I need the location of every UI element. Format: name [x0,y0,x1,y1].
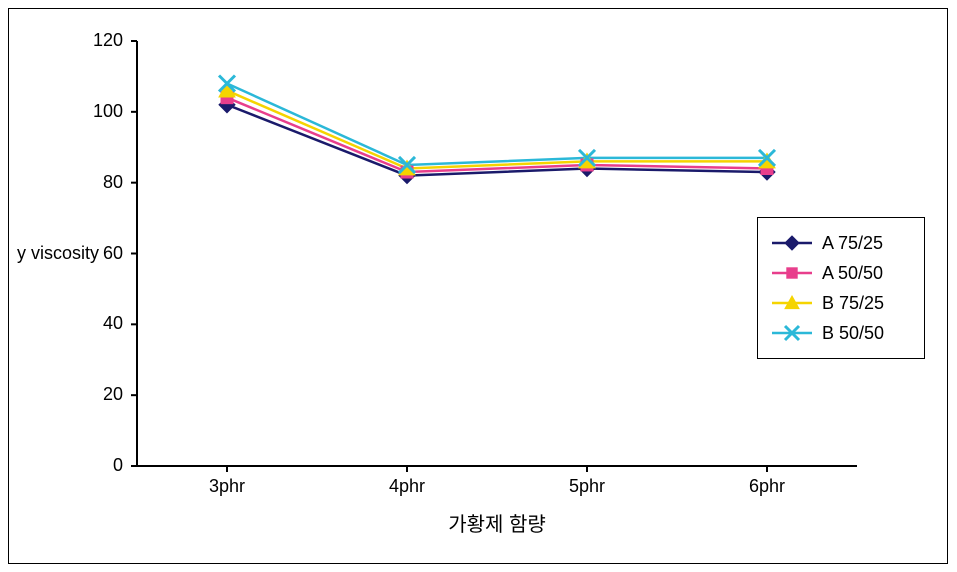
legend-item: B 50/50 [772,318,910,348]
y-axis-label: y viscosity [17,243,99,264]
legend-label: A 50/50 [822,263,883,284]
legend-swatch [772,324,812,342]
x-tick-label: 4phr [377,476,437,497]
legend-item: B 75/25 [772,288,910,318]
legend-label: B 75/25 [822,293,884,314]
chart-frame: y viscosity 가황제 함량 0 20 40 60 80 100 120 3phr 4… [8,8,948,564]
legend-item: A 75/25 [772,228,910,258]
legend-label: A 75/25 [822,233,883,254]
x-axis-label: 가황제 함량 [417,508,577,537]
y-tick-label: 0 [113,455,123,476]
y-tick-label: 120 [93,30,123,51]
legend-swatch [772,234,812,252]
legend-label: B 50/50 [822,323,884,344]
y-tick-label: 20 [103,384,123,405]
y-tick-label: 60 [103,243,123,264]
x-tick-label: 3phr [197,476,257,497]
legend-item: A 50/50 [772,258,910,288]
x-tick-label: 6phr [737,476,797,497]
y-tick-label: 40 [103,313,123,334]
y-tick-label: 80 [103,172,123,193]
legend-swatch [772,264,812,282]
legend: A 75/25 A 50/50 B 75/25 B 50/50 [757,217,925,359]
legend-swatch [772,294,812,312]
x-tick-label: 5phr [557,476,617,497]
y-tick-label: 100 [93,101,123,122]
